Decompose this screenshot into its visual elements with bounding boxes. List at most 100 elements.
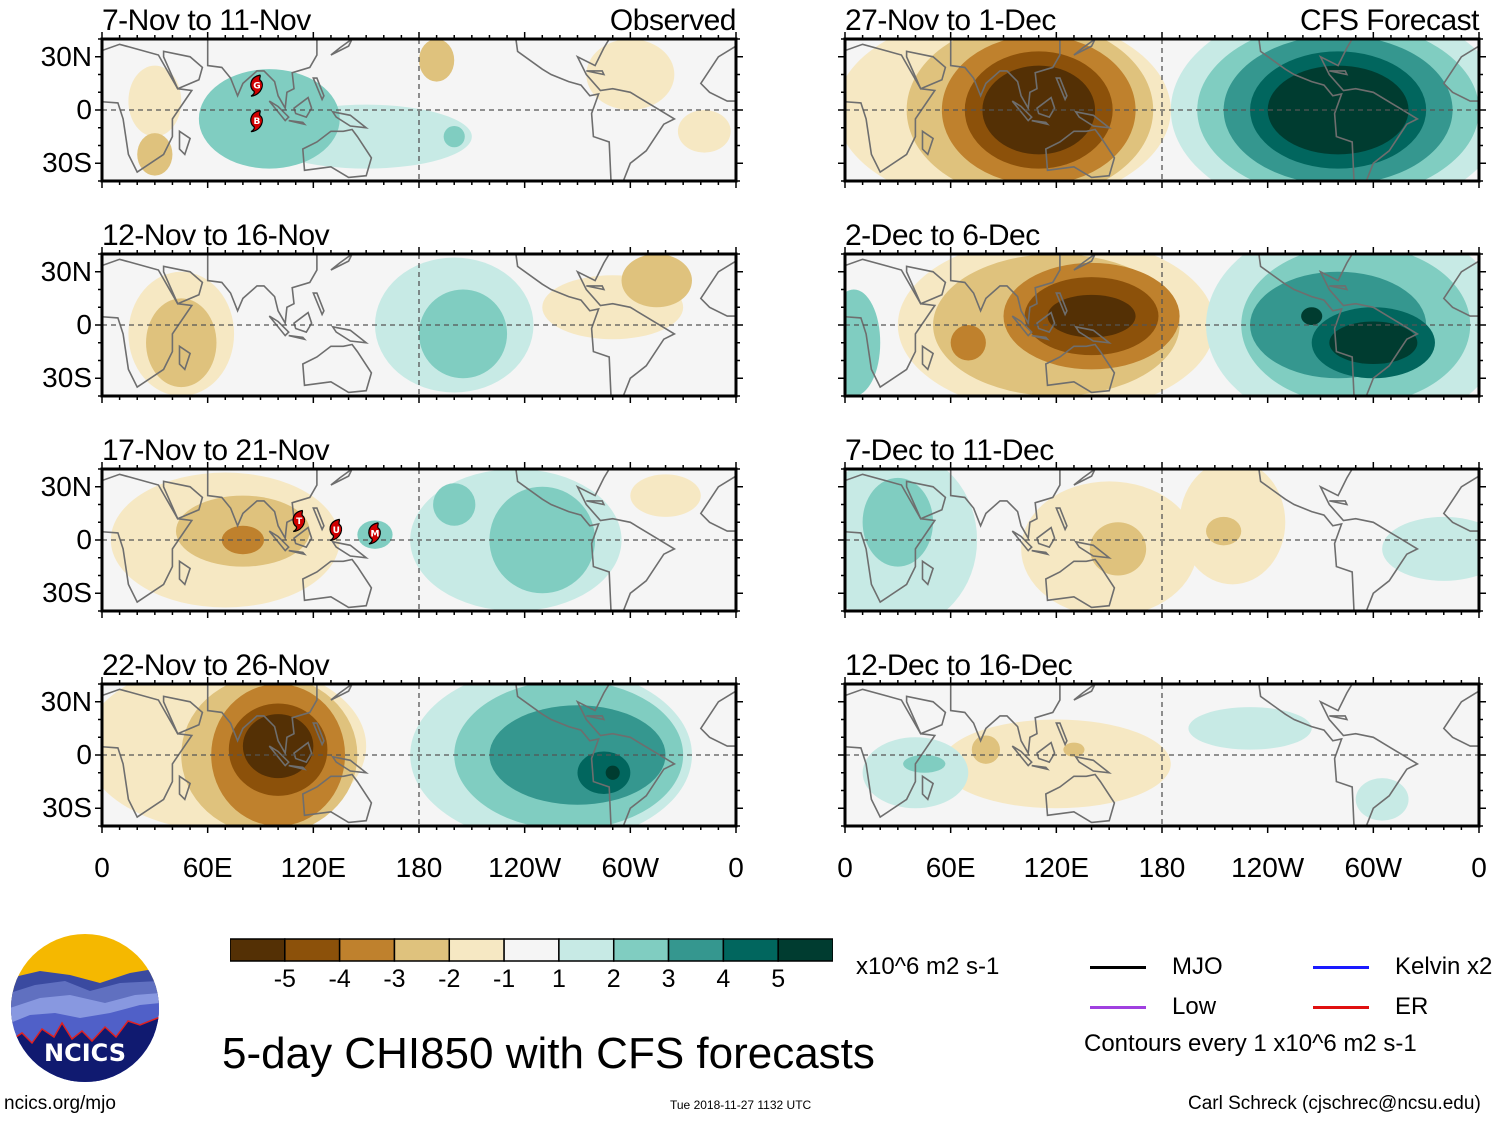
anomaly-contour bbox=[433, 483, 476, 526]
anomaly-contour bbox=[621, 254, 692, 308]
coastline bbox=[921, 344, 935, 371]
coastline bbox=[1258, 254, 1420, 396]
figure-title: 5-day CHI850 with CFS forecasts bbox=[222, 1029, 875, 1078]
y-tick-label: 30N bbox=[40, 255, 92, 287]
storm-label: G bbox=[253, 82, 260, 92]
panel-title: 7-Dec to 11-Dec bbox=[845, 434, 1054, 467]
coastline bbox=[293, 96, 313, 119]
coastline bbox=[312, 292, 325, 317]
coastline bbox=[1011, 100, 1033, 122]
coastline bbox=[586, 500, 606, 506]
footer-author: Carl Schreck (cjschrec@ncsu.edu) bbox=[1188, 1093, 1481, 1114]
coastline bbox=[1044, 128, 1116, 179]
coastline bbox=[330, 254, 353, 271]
tropical-cyclone-icon: B bbox=[250, 110, 263, 133]
colorbar-tick-label: 4 bbox=[716, 965, 731, 993]
coastline bbox=[1073, 469, 1096, 486]
coastline bbox=[845, 258, 937, 389]
anomaly-contour bbox=[1329, 321, 1418, 365]
coastline bbox=[1329, 715, 1349, 721]
coastline bbox=[1329, 500, 1349, 506]
coastline bbox=[586, 70, 606, 76]
coastline bbox=[1036, 741, 1056, 764]
coastline bbox=[293, 311, 313, 334]
footer-url: ncics.org/mjo bbox=[4, 1093, 116, 1114]
coastline bbox=[1031, 119, 1050, 126]
coastline bbox=[1442, 45, 1479, 102]
y-tick-label: 0 bbox=[76, 739, 92, 770]
panel-title: 12-Dec to 16-Dec bbox=[845, 649, 1073, 682]
coastline bbox=[268, 530, 290, 552]
anomaly-contour bbox=[950, 325, 986, 361]
forecast-tag: CFS Forecast bbox=[1299, 4, 1480, 37]
panel-title: 22-Nov to 26-Nov bbox=[102, 649, 330, 682]
coastline bbox=[1031, 549, 1050, 556]
tropical-cyclone-icon: G bbox=[250, 74, 263, 97]
coastline bbox=[1044, 773, 1116, 824]
coastline bbox=[301, 343, 373, 394]
contour-note: Contours every 1 x10^6 m2 s-1 bbox=[1084, 1030, 1417, 1057]
anomaly-contour bbox=[443, 125, 465, 148]
colorbar-swatch bbox=[229, 938, 286, 962]
x-tick-label: 180 bbox=[1138, 852, 1186, 883]
anomaly-contour bbox=[1063, 742, 1085, 757]
anomaly-contour bbox=[577, 751, 631, 795]
legend-line-kelvin-x2 bbox=[1313, 966, 1369, 969]
map-panel bbox=[95, 677, 743, 833]
coastline bbox=[1442, 475, 1479, 532]
coastline bbox=[288, 334, 307, 341]
colorbar-swatch bbox=[722, 938, 779, 962]
coastline bbox=[1055, 77, 1068, 102]
coastline bbox=[905, 265, 947, 305]
anomaly-contour bbox=[862, 477, 934, 567]
coastline bbox=[845, 43, 937, 174]
observed-tag: Observed bbox=[609, 4, 737, 37]
legend-line-er bbox=[1313, 1006, 1369, 1009]
map-panel bbox=[838, 247, 1486, 403]
anomaly-contour bbox=[845, 289, 881, 396]
panel-title: 2-Dec to 6-Dec bbox=[845, 219, 1040, 252]
coastline bbox=[330, 39, 353, 56]
coastline bbox=[1036, 311, 1056, 334]
coastline bbox=[162, 695, 204, 735]
anomaly-contour bbox=[1206, 516, 1242, 546]
coastline bbox=[905, 50, 947, 90]
coastline bbox=[288, 764, 307, 771]
x-tick-label: 120W bbox=[488, 852, 562, 883]
coastline bbox=[515, 39, 677, 181]
footer-timestamp: Tue 2018-11-27 1132 UTC bbox=[670, 1098, 812, 1112]
coastline bbox=[301, 773, 373, 824]
anomaly-contour bbox=[630, 474, 701, 517]
x-tick-label: 60E bbox=[925, 852, 976, 883]
legend-line-low bbox=[1090, 1006, 1146, 1009]
tropical-cyclone-icon: U bbox=[329, 518, 343, 541]
anomaly-contour bbox=[137, 133, 173, 176]
coastline bbox=[1011, 315, 1033, 337]
y-tick-label: 0 bbox=[76, 524, 92, 555]
coastline bbox=[1073, 39, 1096, 56]
legend-label: ER bbox=[1395, 993, 1429, 1020]
colorbar-swatch bbox=[558, 938, 615, 962]
coastline bbox=[699, 260, 736, 317]
coastline bbox=[206, 39, 318, 111]
coastline bbox=[515, 684, 677, 826]
x-tick-label: 120E bbox=[280, 852, 347, 883]
coastline bbox=[1442, 690, 1479, 747]
coastline bbox=[102, 473, 194, 604]
coastline bbox=[1073, 684, 1096, 701]
coastline bbox=[949, 684, 1061, 756]
panel-title: 7-Nov to 11-Nov bbox=[102, 4, 311, 37]
anomaly-contour bbox=[146, 298, 217, 388]
coastline bbox=[1329, 285, 1349, 291]
coastline bbox=[288, 119, 307, 126]
coastline bbox=[949, 39, 1061, 111]
coastline bbox=[515, 254, 677, 396]
y-tick-label: 30N bbox=[40, 685, 92, 717]
tropical-cyclone-icon: T bbox=[292, 509, 306, 533]
units-label: x10^6 m2 s-1 bbox=[856, 953, 1000, 980]
colorbar-tick-label: 5 bbox=[771, 965, 786, 993]
coastline bbox=[1073, 325, 1112, 344]
coastline bbox=[921, 774, 935, 801]
anomaly-contour bbox=[489, 486, 596, 594]
x-tick-label: 120E bbox=[1023, 852, 1090, 883]
